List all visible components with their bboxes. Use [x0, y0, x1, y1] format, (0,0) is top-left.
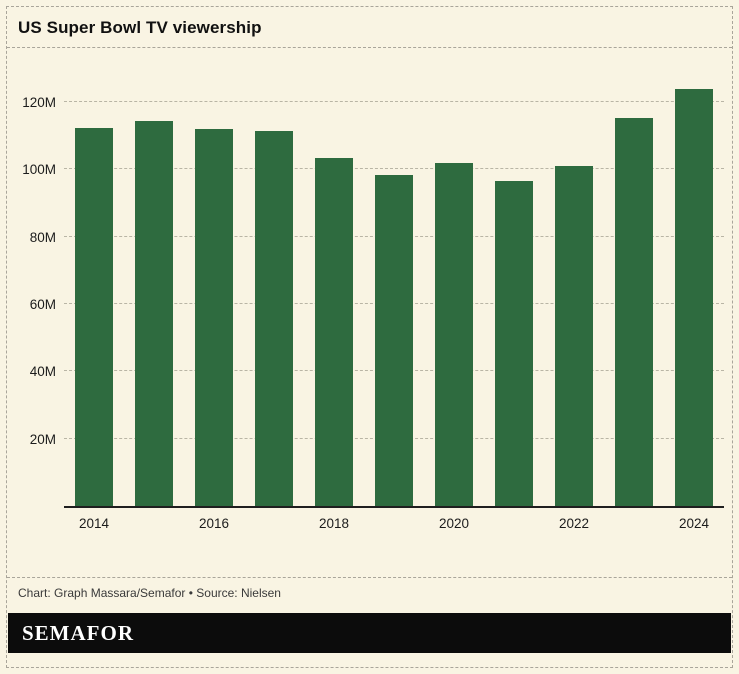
bar-slot	[64, 48, 124, 506]
x-tick-label	[124, 510, 184, 534]
bar-slot	[364, 48, 424, 506]
x-axis: 2014 2016 2018 2020 2022 2024	[64, 510, 724, 534]
x-tick-label: 2020	[438, 516, 470, 531]
credit-line: Chart: Graph Massara/Semafor • Source: N…	[18, 586, 281, 600]
bar-slot	[544, 48, 604, 506]
bar-2015	[135, 120, 173, 506]
bar-slot	[664, 48, 724, 506]
bar-2019	[375, 175, 413, 506]
bar-slot	[184, 48, 244, 506]
bar-2014	[75, 128, 113, 506]
bar-slot	[484, 48, 544, 506]
gridline	[64, 100, 724, 102]
bar-slot	[124, 48, 184, 506]
semafor-logo: SEMAFOR	[22, 620, 134, 645]
x-tick-label: 2022	[558, 516, 590, 531]
x-tick-label: 2024	[678, 516, 710, 531]
bar-2022	[555, 165, 593, 506]
x-tick-label: 2014	[78, 516, 110, 531]
bar-2016	[195, 129, 233, 506]
y-tick-label: 120M	[22, 94, 56, 110]
semafor-banner: SEMAFOR	[8, 613, 731, 653]
bars-container	[64, 48, 724, 506]
bar-2024	[675, 89, 713, 506]
bar-2021	[495, 181, 533, 506]
bar-2018	[315, 157, 353, 506]
gridline	[64, 168, 724, 170]
x-tick-label	[484, 510, 544, 534]
bar-2020	[435, 162, 473, 506]
bar-slot	[424, 48, 484, 506]
bar-2023	[615, 118, 653, 506]
y-tick-label: 100M	[22, 162, 56, 178]
x-tick-label: 2018	[318, 516, 350, 531]
y-tick-label: 60M	[29, 296, 56, 312]
chart-title: US Super Bowl TV viewership	[18, 18, 262, 37]
y-tick-label: 80M	[29, 229, 56, 245]
dashed-frame: US Super Bowl TV viewership 20M 40M 60M 80M…	[6, 6, 733, 668]
bar-slot	[304, 48, 364, 506]
plot-area	[64, 48, 724, 508]
x-tick-label	[364, 510, 424, 534]
spacer	[7, 534, 732, 577]
y-tick-label: 40M	[29, 364, 56, 380]
credit-section: Chart: Graph Massara/Semafor • Source: N…	[7, 577, 732, 607]
x-tick-label: 2016	[198, 516, 230, 531]
bar-slot	[604, 48, 664, 506]
bar-2017	[255, 131, 293, 506]
x-tick-label	[604, 510, 664, 534]
chart-section: 20M 40M 60M 80M 100M 120M 2014 2016 2018 2020 202…	[7, 48, 732, 534]
x-tick-label	[244, 510, 304, 534]
y-tick-label: 20M	[29, 431, 56, 447]
chart-header: US Super Bowl TV viewership	[7, 7, 732, 48]
bar-slot	[244, 48, 304, 506]
y-axis: 20M 40M 60M 80M 100M 120M	[7, 48, 56, 506]
